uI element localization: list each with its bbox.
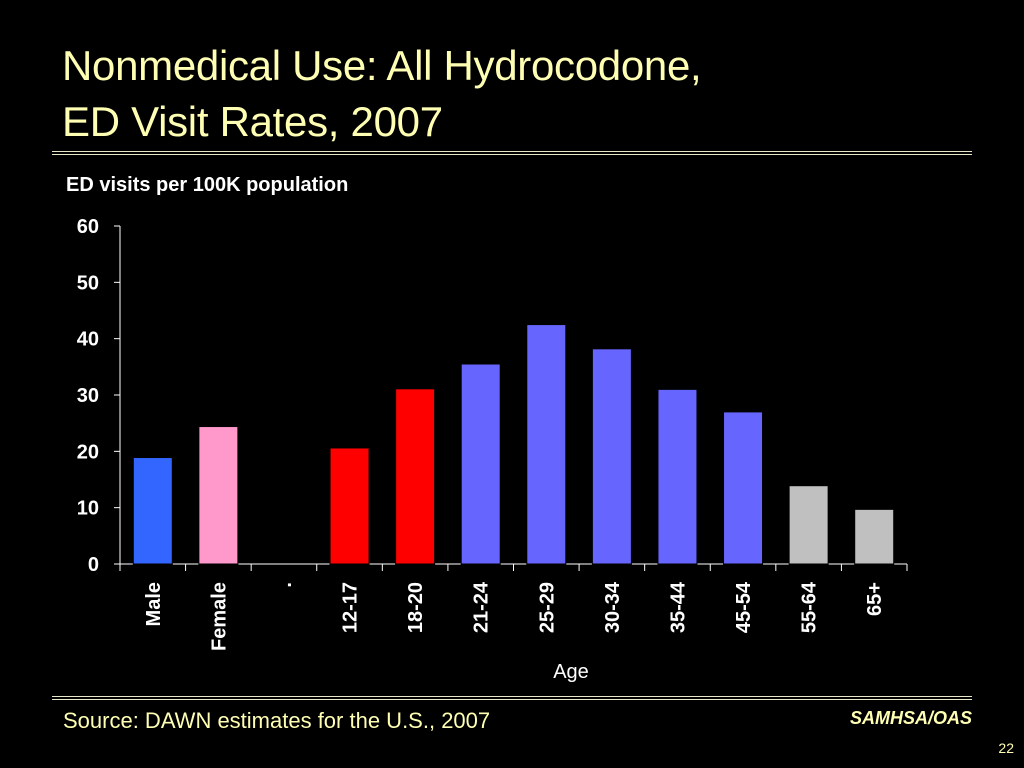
bar-55-64 xyxy=(788,485,829,565)
y-axis-label: ED visits per 100K population xyxy=(66,174,349,196)
x-tick-label: 55-64 xyxy=(799,581,821,633)
bar-35-44 xyxy=(657,388,698,565)
y-tick-label: 60 xyxy=(77,216,99,238)
bar-25-29 xyxy=(526,324,567,565)
bar-21-24 xyxy=(460,363,501,565)
x-tick-label: 65+ xyxy=(864,582,886,616)
footer-divider xyxy=(52,696,972,700)
x-tick-label: 35-44 xyxy=(667,581,689,633)
x-tick-label: 25-29 xyxy=(536,582,558,633)
slide-title-line-1: Nonmedical Use: All Hydrocodone, xyxy=(62,42,702,89)
x-tick-label: Male xyxy=(143,582,165,626)
x-tick-label: . xyxy=(274,582,296,588)
x-tick-label: Female xyxy=(208,582,230,651)
bar-30-34 xyxy=(591,348,632,565)
slide-title-line-2: ED Visit Rates, 2007 xyxy=(62,98,443,145)
y-tick-label: 30 xyxy=(77,385,99,407)
bar-45-54 xyxy=(723,411,764,565)
bar-chart: 0 10 20 30 40 50 60 Male Female. 12-17 18-20 21-24 2… xyxy=(77,216,908,683)
x-tick-label: 18-20 xyxy=(405,582,427,633)
x-tick-label: 21-24 xyxy=(471,581,493,633)
x-axis-label: Age xyxy=(553,661,589,683)
organization-credit: SAMHSA/OAS xyxy=(849,708,972,728)
source-note: Source: DAWN estimates for the U.S., 200… xyxy=(63,708,491,733)
x-tick-label: 12-17 xyxy=(340,582,362,633)
y-tick-label: 20 xyxy=(77,441,99,463)
bar-male xyxy=(132,457,173,565)
x-tick-label: 30-34 xyxy=(602,581,624,633)
y-tick-label: 40 xyxy=(77,329,99,351)
page-number: 22 xyxy=(998,740,1014,756)
y-tick-label: 50 xyxy=(77,272,99,294)
title-divider xyxy=(52,151,972,155)
y-tick-label: 0 xyxy=(88,554,99,576)
bar-female xyxy=(198,426,239,565)
bar-12-17 xyxy=(329,447,370,565)
bar-65+ xyxy=(854,508,895,565)
x-tick-label: 45-54 xyxy=(733,581,755,633)
y-tick-label: 10 xyxy=(77,498,99,520)
bar-18-20 xyxy=(395,388,436,565)
